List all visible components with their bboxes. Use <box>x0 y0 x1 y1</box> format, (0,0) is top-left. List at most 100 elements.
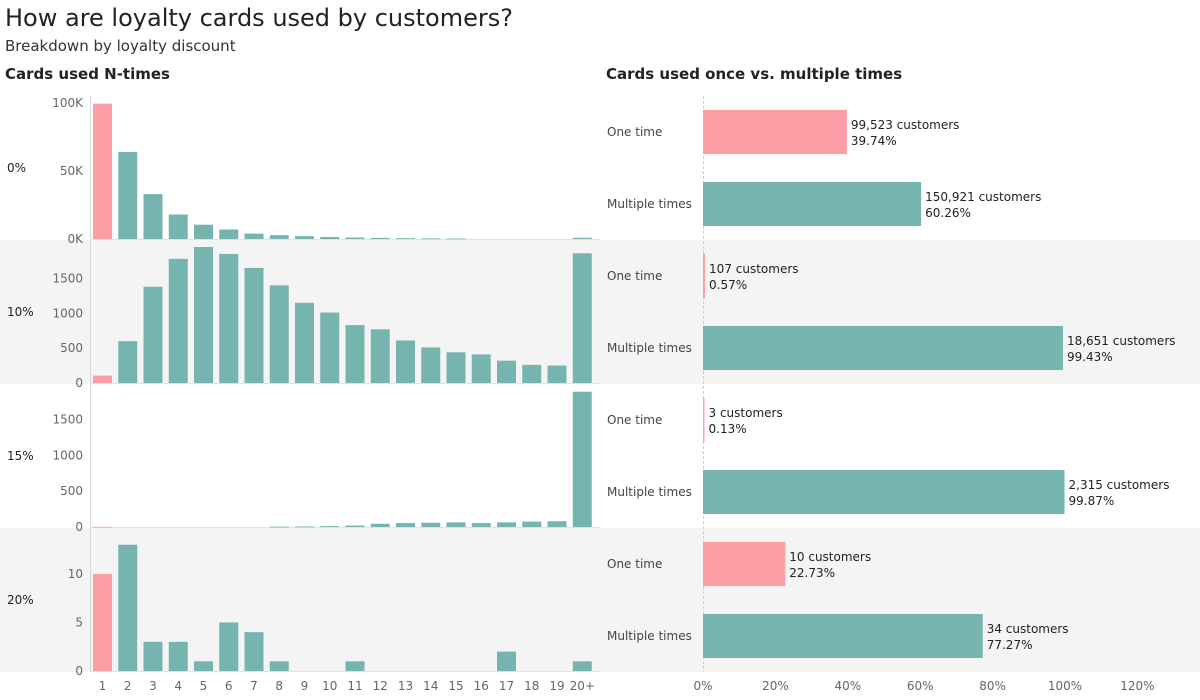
customer-count-label: 107 customers <box>709 262 798 276</box>
share-x-tick-label: 120% <box>1120 679 1154 693</box>
bar-used-n-times <box>168 258 188 383</box>
bar-used-n-times <box>572 237 592 239</box>
bar-used-n-times <box>118 151 138 239</box>
histogram-section-title: Cards used N-times <box>5 65 170 83</box>
y-tick-label: 0 <box>75 664 83 678</box>
page-title: How are loyalty cards used by customers? <box>5 4 513 32</box>
bar-used-once <box>93 375 112 383</box>
bar-used-n-times <box>320 312 340 383</box>
bar-used-n-times <box>345 525 365 527</box>
share-percent-label: 0.57% <box>709 278 747 292</box>
one-time-label: One time <box>607 557 662 571</box>
bar-used-n-times <box>244 632 264 671</box>
bar-used-n-times <box>269 526 289 528</box>
bar-multiple-times <box>703 470 1065 514</box>
bar-used-n-times <box>547 365 567 383</box>
bar-used-n-times <box>194 224 213 239</box>
row-band <box>0 528 1200 672</box>
bar-used-n-times <box>497 651 516 671</box>
customer-count-label: 10 customers <box>789 550 871 564</box>
bar-used-n-times <box>345 325 365 383</box>
bar-used-n-times <box>497 522 516 527</box>
one-time-label: One time <box>607 413 662 427</box>
share-x-tick-label: 0% <box>693 679 712 693</box>
bar-used-n-times <box>370 329 390 383</box>
customer-count-label: 2,315 customers <box>1069 478 1170 492</box>
multiple-times-label: Multiple times <box>607 197 692 211</box>
bar-used-n-times <box>219 229 239 239</box>
bar-used-n-times <box>295 526 314 528</box>
bar-used-n-times <box>446 522 466 527</box>
multiple-times-label: Multiple times <box>607 341 692 355</box>
share-percent-label: 99.87% <box>1069 494 1115 508</box>
x-tick-label: 5 <box>200 679 208 693</box>
bar-used-n-times <box>320 236 340 239</box>
page-subtitle: Breakdown by loyalty discount <box>5 37 236 55</box>
bar-one-time <box>703 398 705 442</box>
bar-used-n-times <box>396 340 415 383</box>
bar-one-time <box>703 542 786 586</box>
discount-row-label: 0% <box>7 161 26 175</box>
share-percent-label: 0.13% <box>709 422 747 436</box>
x-tick-label: 17 <box>499 679 514 693</box>
x-tick-label: 8 <box>275 679 283 693</box>
customer-count-label: 18,651 customers <box>1067 334 1176 348</box>
discount-row-label: 15% <box>7 449 34 463</box>
x-tick-label: 3 <box>149 679 157 693</box>
bar-used-n-times <box>269 661 289 671</box>
share-percent-label: 99.43% <box>1067 350 1113 364</box>
y-tick-label: 500 <box>60 484 83 498</box>
bar-used-n-times <box>572 253 592 383</box>
bar-used-n-times <box>295 236 314 239</box>
x-tick-label: 15 <box>448 679 463 693</box>
y-tick-label: 1000 <box>52 448 83 462</box>
share-x-tick-label: 100% <box>1048 679 1082 693</box>
y-tick-label: 10 <box>68 567 83 581</box>
bar-one-time <box>703 110 847 154</box>
one-time-label: One time <box>607 269 662 283</box>
bar-used-n-times <box>345 661 365 671</box>
x-tick-label: 16 <box>474 679 489 693</box>
bar-multiple-times <box>703 182 922 226</box>
share-percent-label: 77.27% <box>987 638 1033 652</box>
bar-used-n-times <box>269 285 289 383</box>
bar-used-n-times <box>194 247 213 383</box>
y-tick-label: 1500 <box>52 271 83 285</box>
customer-count-label: 150,921 customers <box>925 190 1041 204</box>
bar-used-n-times <box>396 523 415 527</box>
y-tick-label: 50K <box>60 164 84 178</box>
bar-used-n-times <box>421 522 441 527</box>
bar-used-n-times <box>295 302 314 383</box>
bar-used-n-times <box>118 341 138 383</box>
x-tick-label: 7 <box>250 679 258 693</box>
bar-used-n-times <box>370 523 390 527</box>
bar-used-n-times <box>446 238 466 240</box>
x-tick-label: 4 <box>174 679 182 693</box>
x-tick-label: 20+ <box>570 679 595 693</box>
bar-used-n-times <box>143 286 163 383</box>
one-time-label: One time <box>607 125 662 139</box>
bar-used-n-times <box>320 526 340 527</box>
x-tick-label: 2 <box>124 679 132 693</box>
share-x-tick-label: 80% <box>979 679 1006 693</box>
bar-used-n-times <box>194 661 213 671</box>
x-tick-label: 18 <box>524 679 539 693</box>
bar-used-n-times <box>396 238 415 239</box>
customer-count-label: 99,523 customers <box>851 118 960 132</box>
bar-used-n-times <box>471 354 491 383</box>
y-tick-label: 0 <box>75 520 83 534</box>
x-tick-label: 9 <box>301 679 309 693</box>
bar-used-n-times <box>219 253 239 383</box>
bar-used-n-times <box>168 214 188 239</box>
share-x-tick-label: 20% <box>762 679 789 693</box>
y-tick-label: 500 <box>60 341 83 355</box>
bar-used-n-times <box>446 352 466 383</box>
bar-used-once <box>93 573 112 671</box>
bar-used-n-times <box>244 233 264 239</box>
customer-count-label: 3 customers <box>709 406 783 420</box>
bar-used-n-times <box>471 523 491 527</box>
bar-used-n-times <box>522 521 542 527</box>
y-tick-label: 100K <box>52 96 84 110</box>
share-percent-label: 39.74% <box>851 134 897 148</box>
multiple-times-label: Multiple times <box>607 485 692 499</box>
